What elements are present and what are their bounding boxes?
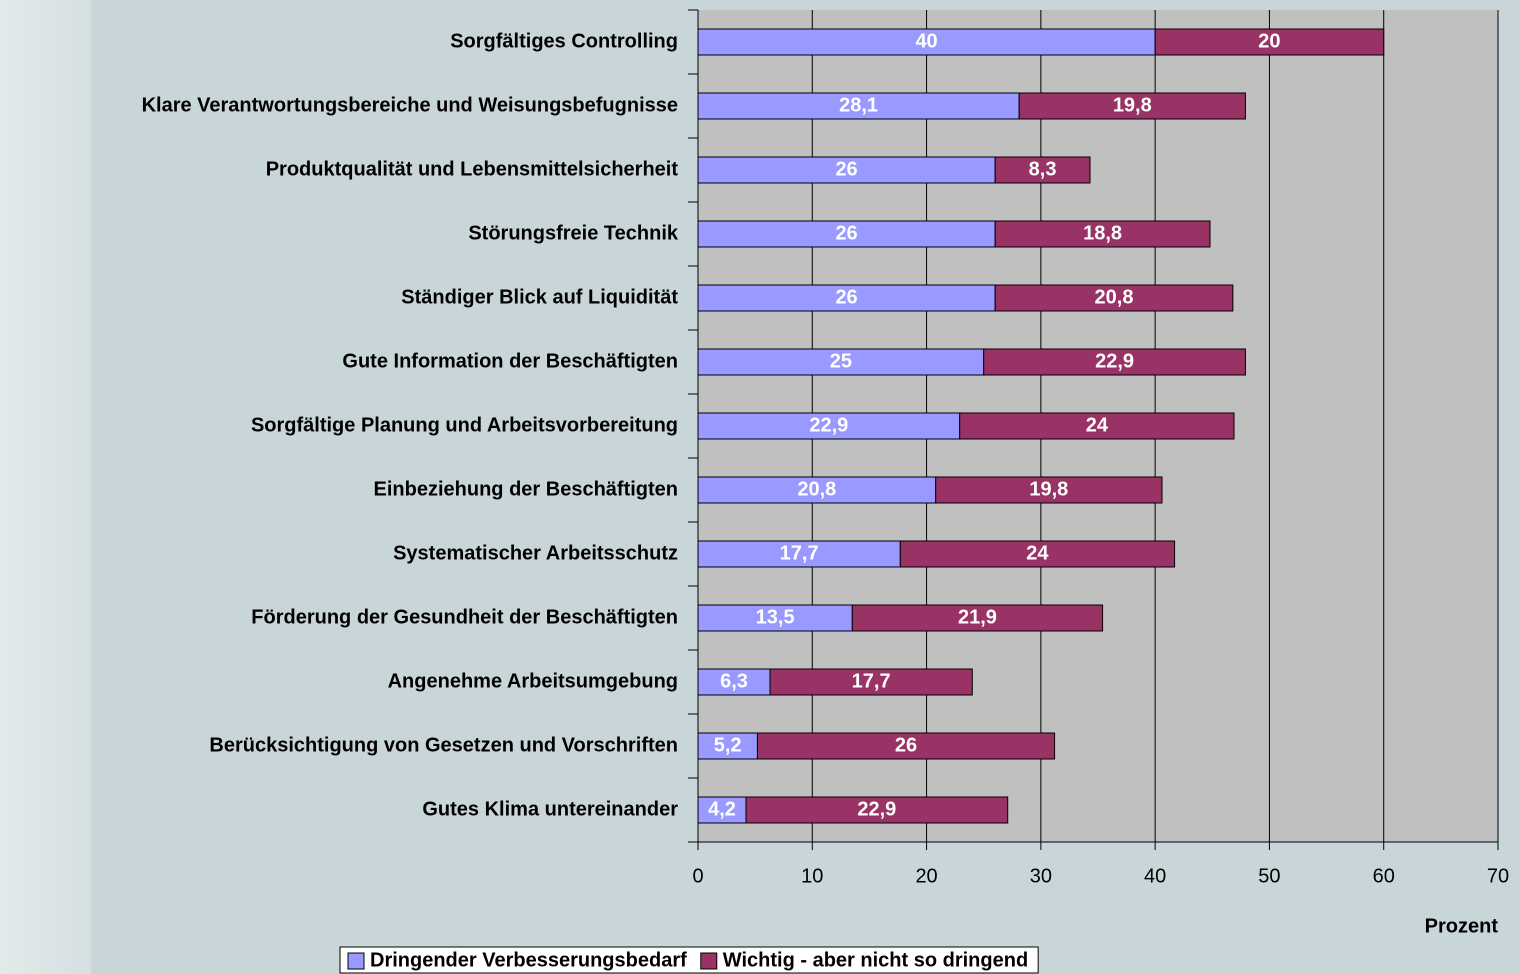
bar-segment bbox=[745, 796, 1009, 824]
x-tick-label: 60 bbox=[1373, 865, 1395, 887]
bar-segment bbox=[697, 348, 985, 376]
legend-label: Dringender Verbesserungsbedarf bbox=[370, 949, 687, 971]
data-label: 28,1 bbox=[839, 94, 878, 116]
y-tick-label: Störungsfreie Technik bbox=[468, 222, 679, 244]
data-label: 24 bbox=[1086, 414, 1109, 436]
bar-segment bbox=[697, 284, 996, 312]
data-label: 4,2 bbox=[708, 798, 736, 820]
bar-segment bbox=[697, 92, 1020, 120]
bar-segment bbox=[697, 668, 771, 696]
y-tick-label: Förderung der Gesundheit der Beschäftigt… bbox=[251, 606, 678, 628]
legend-box bbox=[339, 946, 1039, 974]
x-tick-label: 30 bbox=[1030, 865, 1052, 887]
data-label: 22,9 bbox=[809, 414, 848, 436]
data-label: 20,8 bbox=[797, 478, 836, 500]
bar-segment bbox=[697, 28, 1156, 56]
y-tick-label: Gutes Klima untereinander bbox=[422, 798, 678, 820]
y-tick-label: Einbeziehung der Beschäftigten bbox=[374, 478, 678, 500]
data-label: 21,9 bbox=[958, 606, 997, 628]
legend-swatch bbox=[700, 952, 718, 970]
y-tick-label: Gute Information der Beschäftigten bbox=[342, 350, 678, 372]
y-tick-label: Klare Verantwortungsbereiche und Weisung… bbox=[142, 94, 678, 116]
data-label: 26 bbox=[895, 734, 917, 756]
data-label: 24 bbox=[1026, 542, 1049, 564]
data-label: 20,8 bbox=[1095, 286, 1134, 308]
y-tick-label: Systematischer Arbeitsschutz bbox=[393, 542, 678, 564]
bar-segment bbox=[697, 732, 758, 760]
y-tick-label: Sorgfältige Planung und Arbeitsvorbereit… bbox=[251, 414, 678, 436]
data-label: 18,8 bbox=[1083, 222, 1122, 244]
y-tick-label: Sorgfältiges Controlling bbox=[450, 30, 678, 52]
bar-segment bbox=[1018, 92, 1246, 120]
bar-segment bbox=[899, 540, 1176, 568]
bar-segment bbox=[994, 156, 1091, 184]
x-tick-label: 10 bbox=[801, 865, 823, 887]
bar-segment bbox=[1154, 28, 1385, 56]
y-tick-label: Ständiger Blick auf Liquidität bbox=[401, 286, 678, 308]
legend: Dringender Verbesserungsbedarf Wichtig - … bbox=[339, 946, 1039, 974]
bar-segment bbox=[697, 220, 996, 248]
bar-segment bbox=[935, 476, 1163, 504]
data-label: 20 bbox=[1258, 30, 1280, 52]
data-label: 22,9 bbox=[1095, 350, 1134, 372]
data-label: 19,8 bbox=[1113, 94, 1152, 116]
data-label: 13,5 bbox=[756, 606, 795, 628]
bar-segment bbox=[959, 412, 1235, 440]
data-label: 5,2 bbox=[714, 734, 742, 756]
bar-segment bbox=[697, 476, 937, 504]
data-label: 26 bbox=[835, 158, 857, 180]
data-label: 22,9 bbox=[857, 798, 896, 820]
y-tick-label: Berücksichtigung von Gesetzen und Vorsch… bbox=[209, 734, 678, 756]
data-label: 25 bbox=[830, 350, 852, 372]
bar-segment bbox=[697, 796, 747, 824]
data-label: 40 bbox=[915, 30, 937, 52]
bar-segment bbox=[851, 604, 1104, 632]
x-tick-label: 40 bbox=[1144, 865, 1166, 887]
data-label: 17,7 bbox=[780, 542, 819, 564]
data-label: 6,3 bbox=[720, 670, 748, 692]
legend-label: Wichtig - aber nicht so dringend bbox=[723, 949, 1028, 971]
data-label: 26 bbox=[835, 286, 857, 308]
bar-segment bbox=[994, 220, 1211, 248]
data-label: 19,8 bbox=[1029, 478, 1068, 500]
data-label: 17,7 bbox=[852, 670, 891, 692]
y-tick-label: Angenehme Arbeitsumgebung bbox=[388, 670, 678, 692]
data-label: 8,3 bbox=[1029, 158, 1057, 180]
x-tick-label: 70 bbox=[1487, 865, 1509, 887]
bar-segment bbox=[697, 156, 996, 184]
x-tick-label: 50 bbox=[1258, 865, 1280, 887]
bar-segment bbox=[769, 668, 973, 696]
bar-segment bbox=[983, 348, 1246, 376]
y-tick-label: Produktqualität und Lebensmittelsicherhe… bbox=[266, 158, 679, 180]
x-tick-label: 0 bbox=[692, 865, 703, 887]
x-axis-title: Prozent bbox=[1425, 915, 1499, 937]
x-tick-label: 20 bbox=[915, 865, 937, 887]
bar-segment bbox=[994, 284, 1234, 312]
data-label: 26 bbox=[835, 222, 857, 244]
legend-swatch bbox=[347, 952, 365, 970]
bar-segment bbox=[756, 732, 1056, 760]
